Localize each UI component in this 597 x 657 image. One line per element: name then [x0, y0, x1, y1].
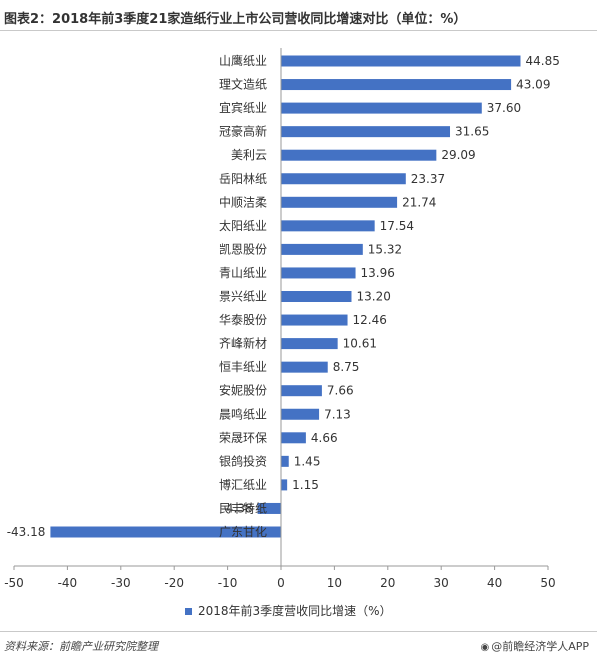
bar [281, 432, 306, 444]
x-tick-label: -30 [111, 576, 131, 590]
category-label: 理文造纸 [219, 77, 267, 92]
bar [281, 408, 320, 420]
data-label: 4.66 [311, 431, 338, 445]
data-label: 13.20 [356, 290, 390, 304]
category-label: 广东甘化 [219, 525, 267, 539]
data-label: 7.13 [324, 407, 351, 421]
data-label: 8.75 [333, 360, 360, 374]
bar [281, 338, 338, 350]
data-label: 31.65 [455, 125, 489, 139]
category-label: 晨鸣纸业 [219, 406, 267, 421]
category-label: 美利云 [231, 148, 267, 162]
data-label: 21.74 [402, 195, 436, 209]
top-divider [0, 30, 597, 31]
legend-swatch [185, 608, 192, 615]
bar [281, 149, 437, 161]
data-label: 7.66 [327, 384, 354, 398]
bar [281, 361, 328, 373]
x-tick-label: -50 [4, 576, 24, 590]
data-label: 15.32 [368, 242, 402, 256]
category-label: 民丰特纸 [219, 500, 267, 515]
data-label: 17.54 [380, 219, 414, 233]
bar [281, 79, 512, 91]
data-label: 37.60 [487, 101, 521, 115]
data-label: 12.46 [353, 313, 387, 327]
bar [281, 385, 322, 397]
x-tick-label: 20 [380, 576, 395, 590]
source-note: 资料来源：前瞻产业研究院整理 [4, 640, 158, 653]
data-label: 10.61 [343, 337, 377, 351]
chart-title: 图表2：2018年前3季度21家造纸行业上市公司营收同比增速对比（单位：%） [4, 12, 467, 27]
category-label: 荣晟环保 [219, 431, 267, 445]
x-tick-label: -20 [164, 576, 184, 590]
x-tick-label: -40 [58, 576, 78, 590]
bar [257, 502, 281, 514]
bar [281, 220, 375, 232]
data-label: -4.38 [222, 501, 253, 515]
bar [281, 173, 406, 185]
category-label: 凯恩股份 [219, 242, 267, 256]
category-label: 齐峰新材 [219, 336, 267, 351]
category-label: 青山纸业 [219, 266, 267, 280]
category-label: 冠豪高新 [219, 124, 267, 139]
category-label: 宜宾纸业 [219, 100, 267, 115]
bar [281, 479, 288, 491]
data-label: 13.96 [361, 266, 395, 280]
x-tick-label: 50 [540, 576, 555, 590]
brand-text: @前瞻经济学人APP [491, 640, 589, 653]
category-label: 恒丰纸业 [219, 360, 267, 374]
x-tick-label: -10 [218, 576, 238, 590]
category-label: 银鸽投资 [219, 453, 267, 468]
legend: 2018年前3季度营收同比增速（%） [185, 602, 392, 619]
bar [50, 526, 282, 538]
category-label: 安妮股份 [219, 383, 267, 398]
bar [281, 267, 356, 279]
bar [281, 455, 289, 467]
brand-logo-icon: ◉ [480, 642, 490, 653]
bar [281, 102, 482, 114]
bar [281, 196, 398, 208]
data-label: 29.09 [441, 148, 475, 162]
x-tick-label: 40 [487, 576, 502, 590]
data-label: -43.18 [7, 525, 46, 539]
data-label: 44.85 [525, 54, 559, 68]
x-tick-label: 0 [277, 576, 285, 590]
bar [281, 291, 352, 302]
data-label: 1.15 [292, 478, 319, 492]
category-label: 太阳纸业 [219, 218, 267, 233]
brand-credit: ◉ @前瞻经济学人APP [480, 638, 589, 654]
x-tick-label: 10 [327, 576, 342, 590]
bar-chart: 山鹰纸业 44.85 理文造纸 43.09 宜宾纸业 37.60 冠豪高新 31.65 美利云 2… [4, 48, 560, 590]
category-label: 中顺洁柔 [219, 194, 267, 209]
category-label: 景兴纸业 [219, 290, 267, 304]
category-label: 博汇纸业 [219, 477, 267, 492]
legend-label: 2018年前3季度营收同比增速（%） [198, 604, 392, 618]
bar [281, 314, 348, 326]
bar [281, 126, 451, 138]
bar [281, 55, 521, 67]
bottom-divider [0, 631, 597, 632]
data-label: 23.37 [411, 172, 445, 186]
category-label: 华泰股份 [219, 313, 267, 327]
x-tick-label: 30 [434, 576, 449, 590]
data-label: 1.45 [294, 454, 321, 468]
bar [281, 243, 363, 255]
category-label: 山鹰纸业 [219, 53, 267, 68]
data-label: 43.09 [516, 78, 550, 92]
category-label: 岳阳林纸 [219, 172, 267, 186]
